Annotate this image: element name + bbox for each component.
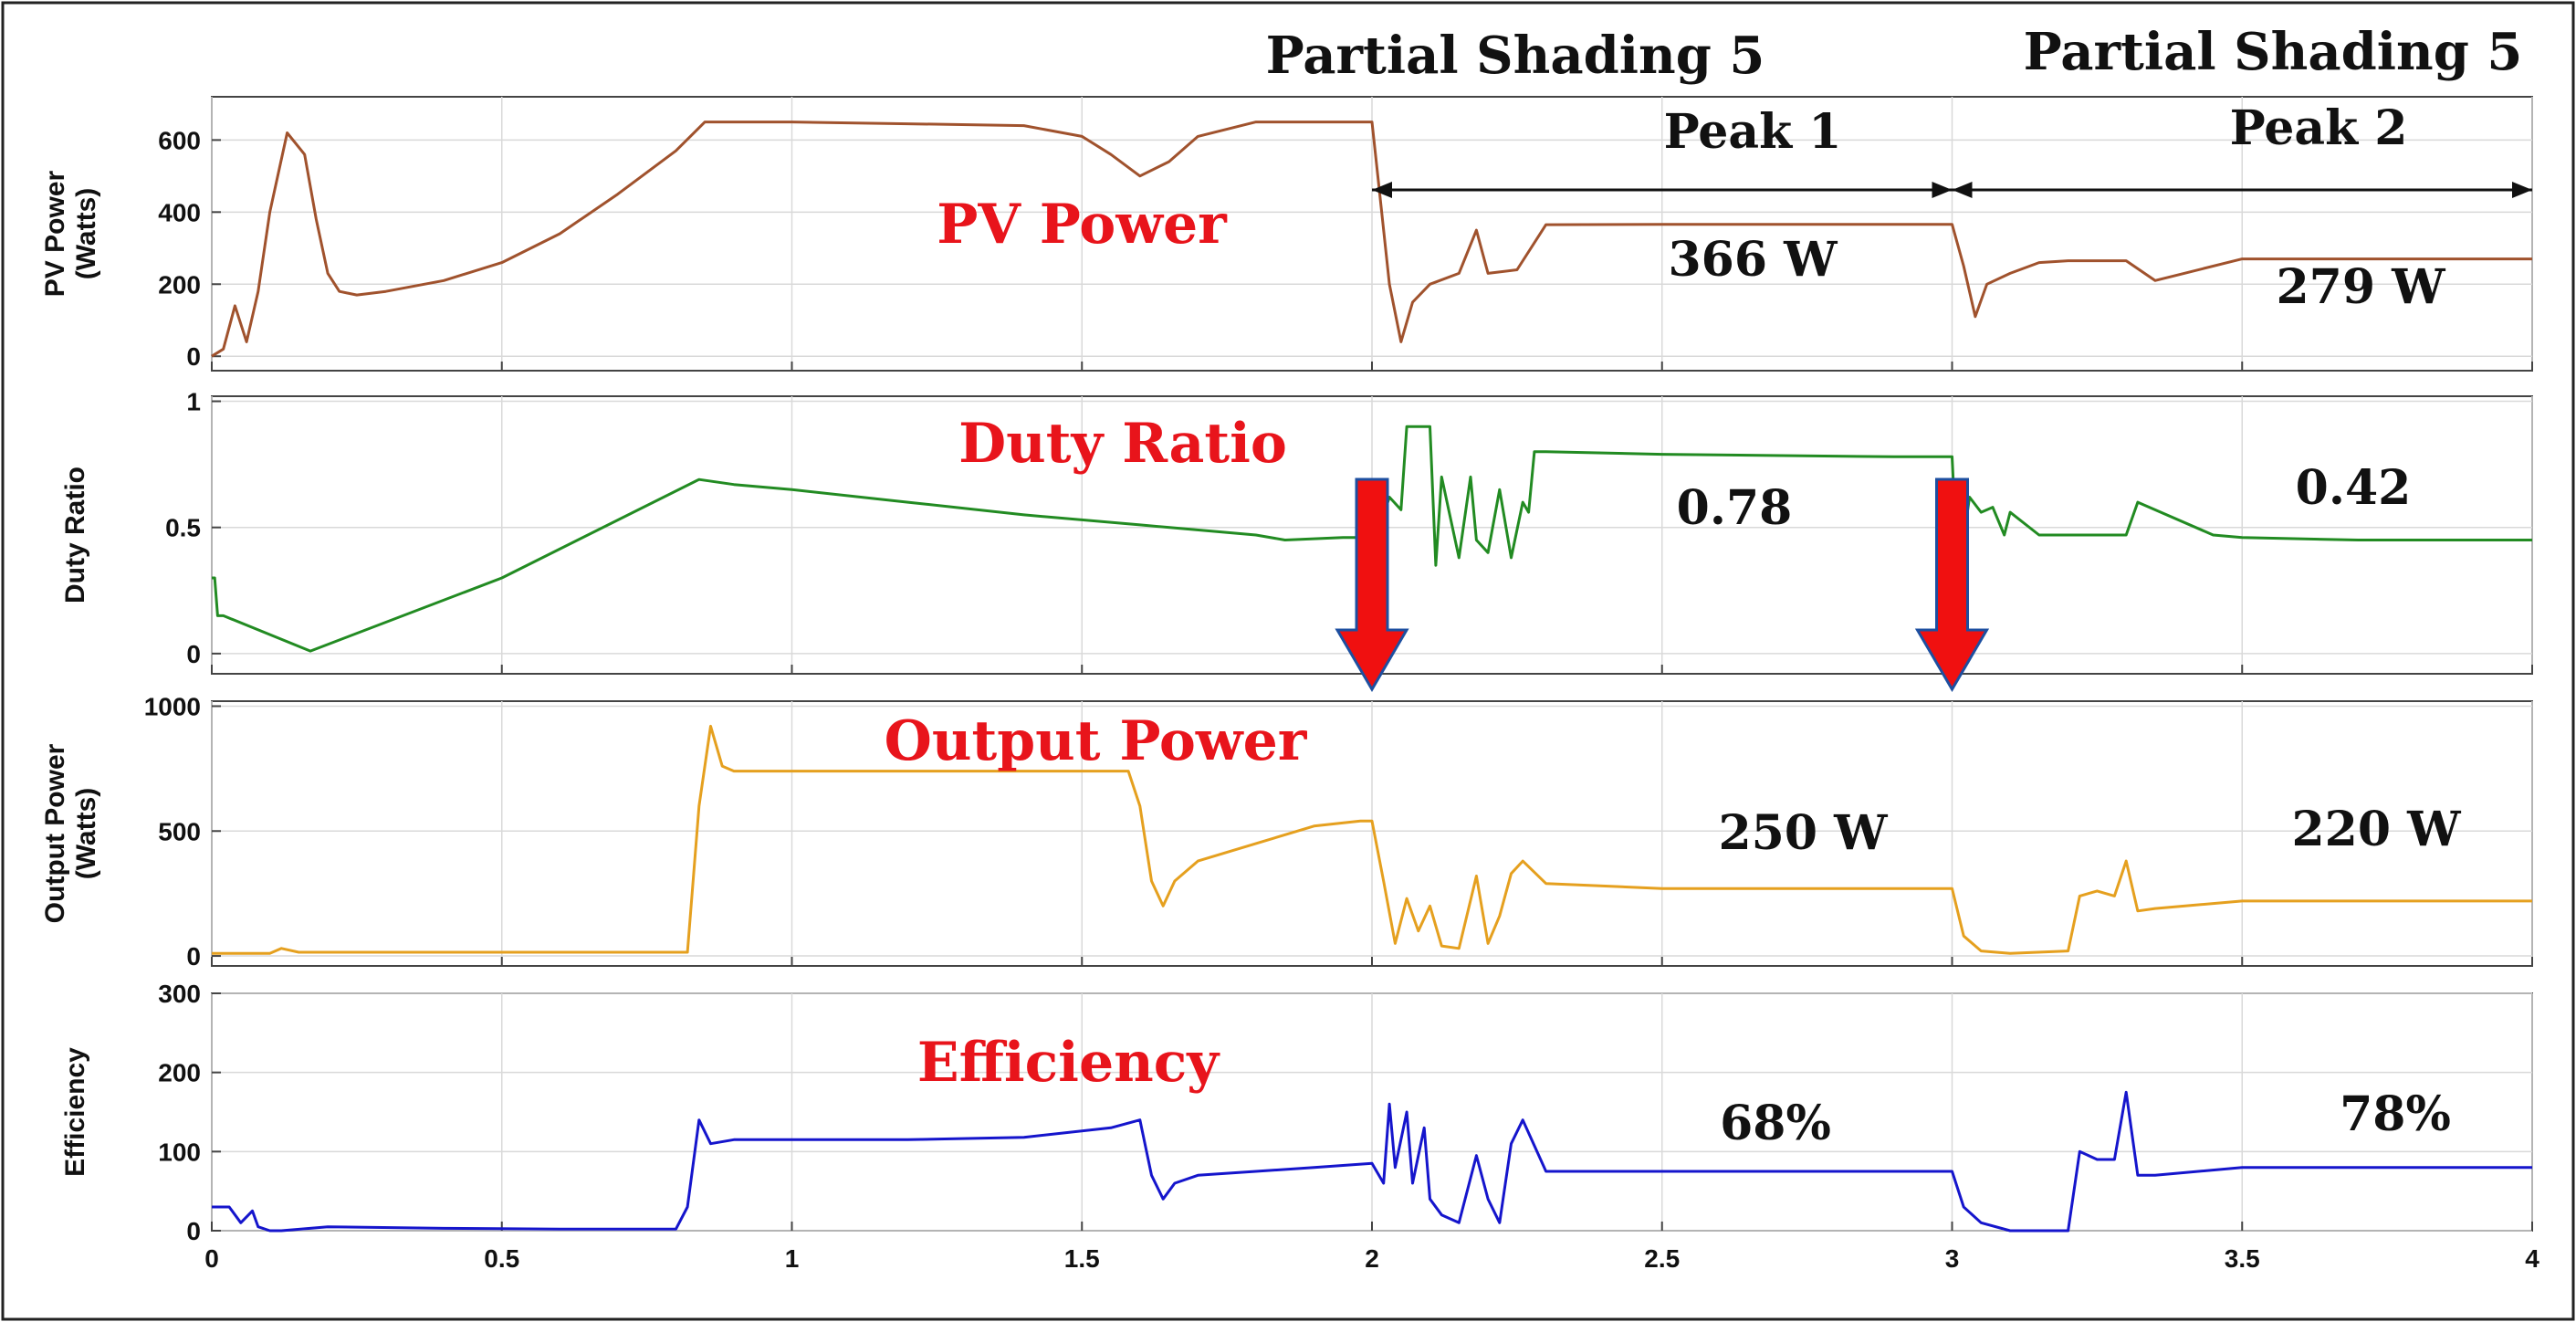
- y-tick-label: 200: [158, 270, 201, 299]
- peak1-span-arrow: [1372, 182, 1953, 198]
- x-tick-label: 1.5: [1064, 1244, 1100, 1273]
- y-tick-label: 0: [186, 640, 201, 668]
- panel-title-efficiency: Efficiency: [917, 1031, 1220, 1095]
- panel-title-output: Output Power: [885, 709, 1308, 773]
- y-tick-label: 1: [186, 388, 201, 416]
- series-line-pv: [211, 121, 2532, 358]
- y-tick-label: 0.5: [165, 514, 201, 542]
- value-annotation: 250 W: [1718, 805, 1889, 861]
- panel-title-duty: Duty Ratio: [958, 412, 1287, 476]
- x-tick-label: 3: [1945, 1244, 1960, 1273]
- y-tick-label: 1000: [144, 692, 201, 720]
- y-tick-label: 400: [158, 198, 201, 226]
- x-tick-label: 2.5: [1644, 1244, 1680, 1273]
- value-annotation: 78%: [2340, 1086, 2451, 1142]
- x-tick-label: 1: [785, 1244, 800, 1273]
- red-arrow-t3: [1914, 477, 1990, 692]
- y-tick-label: 0: [186, 1217, 201, 1245]
- panel-duty: 0 0.5 1 Duty Ratio Duty Ratio 0.78 0.42: [60, 388, 2533, 675]
- y-axis-label: Duty Ratio: [60, 467, 90, 603]
- y-tick-label: 100: [158, 1138, 201, 1166]
- y-axis-label: (Watts): [71, 188, 101, 280]
- x-tick-label: 2: [1365, 1244, 1379, 1273]
- y-tick-label: 500: [158, 817, 201, 845]
- y-axis-label: PV Power: [40, 170, 70, 297]
- y-axis-label: (Watts): [71, 788, 101, 880]
- partial-shading-label-left: Partial Shading 5: [1266, 26, 1765, 86]
- value-annotation: 0.42: [2296, 460, 2412, 516]
- x-tick-label: 4: [2525, 1244, 2539, 1273]
- y-tick-label: 200: [158, 1059, 201, 1087]
- y-tick-label: 0: [186, 342, 201, 371]
- red-arrow-t2: [1335, 477, 1409, 692]
- panel-efficiency: 0 100 200 300 Efficiency Efficiency 68% 78% 0 0.5…: [60, 980, 2539, 1273]
- y-tick-label: 600: [158, 126, 201, 154]
- value-annotation: 68%: [1720, 1096, 1831, 1151]
- y-axis-label: Efficiency: [60, 1047, 90, 1177]
- y-tick-label: 0: [186, 942, 201, 971]
- series-line-output: [212, 724, 2532, 955]
- peak2-span-arrow: [1952, 182, 2532, 198]
- y-axis-label: Output Power: [40, 743, 70, 923]
- peak1-label: Peak 1: [1664, 104, 1842, 160]
- x-tick-label: 3.5: [2225, 1244, 2260, 1273]
- x-tick-label: 0: [204, 1244, 219, 1273]
- value-annotation: 366 W: [1668, 232, 1838, 288]
- overlays: [1335, 182, 2532, 692]
- value-annotation: 279 W: [2276, 259, 2446, 315]
- series-line-duty: [212, 425, 2532, 653]
- partial-shading-label-right: Partial Shading 5: [2024, 22, 2523, 82]
- series-line-efficiency: [212, 1090, 2532, 1233]
- x-tick-label: 0.5: [484, 1244, 519, 1273]
- y-tick-label: 300: [158, 980, 201, 1008]
- peak2-label: Peak 2: [2230, 100, 2408, 156]
- value-annotation: 0.78: [1677, 480, 1793, 536]
- panel-title-pv: PV Power: [937, 193, 1228, 257]
- value-annotation: 220 W: [2291, 802, 2462, 857]
